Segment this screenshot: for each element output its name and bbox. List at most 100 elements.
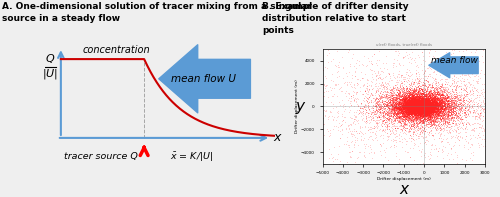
Point [402,103,410,106]
Point [448,66,456,69]
Point [417,102,425,105]
Point [383,105,391,109]
Point [416,105,424,108]
Point [470,123,478,126]
Point [424,104,432,107]
Point [402,109,410,112]
Point [408,108,416,111]
Point [407,106,415,110]
Point [452,122,460,125]
Point [448,100,456,103]
Point [446,102,454,105]
Point [378,168,386,172]
Point [224,117,232,120]
Point [404,101,411,105]
Point [420,109,428,112]
Point [418,103,426,106]
Point [432,42,440,45]
Point [388,97,396,100]
Point [416,104,424,107]
Point [424,102,432,105]
Point [419,59,427,62]
Point [432,109,440,112]
Point [418,124,426,127]
Point [424,123,432,126]
Point [394,108,402,112]
Point [410,101,418,105]
Point [402,94,410,97]
Point [420,108,428,111]
Point [417,92,425,95]
Point [402,104,409,107]
Point [456,130,464,134]
Point [417,106,425,109]
Point [308,58,316,61]
Point [386,113,394,116]
Point [469,89,477,92]
Point [410,105,418,108]
Point [416,107,424,110]
Point [430,120,438,123]
Point [333,75,341,78]
Point [433,101,441,104]
Point [452,129,460,132]
Point [406,107,414,111]
Point [430,122,438,125]
Point [468,91,476,94]
Point [430,91,438,94]
Point [366,100,374,103]
Point [264,179,272,182]
Point [418,112,426,115]
Point [412,105,420,109]
Point [413,106,421,109]
Point [350,121,358,124]
Point [412,119,420,122]
Point [404,112,412,116]
Point [436,86,444,89]
Point [440,102,448,105]
Point [407,119,415,122]
Point [372,104,380,107]
Point [416,105,424,108]
Point [412,103,420,106]
Point [456,116,464,119]
Point [414,112,422,115]
Point [397,87,405,91]
Point [392,127,400,130]
Point [272,103,280,106]
Point [434,83,442,86]
Point [406,112,413,115]
Point [410,118,418,121]
Point [457,62,465,65]
Point [480,72,488,75]
Point [498,109,500,112]
Point [422,109,430,112]
Point [407,96,415,99]
Point [431,111,439,114]
Point [418,82,426,85]
Point [434,87,442,90]
Point [426,105,434,109]
Point [378,144,386,147]
Point [432,93,440,96]
Point [404,105,411,108]
Point [411,92,419,95]
Point [465,109,473,112]
Point [424,98,432,101]
Point [396,92,404,95]
Point [405,113,413,117]
Point [430,126,438,129]
Point [412,104,420,108]
Point [442,99,450,102]
Point [417,99,425,102]
Point [430,110,438,113]
Point [408,111,416,114]
Point [405,69,413,72]
Point [430,98,438,102]
Point [418,94,426,98]
Point [379,134,387,137]
Point [401,98,409,101]
Point [425,113,433,116]
Point [442,110,450,113]
Point [494,56,500,59]
